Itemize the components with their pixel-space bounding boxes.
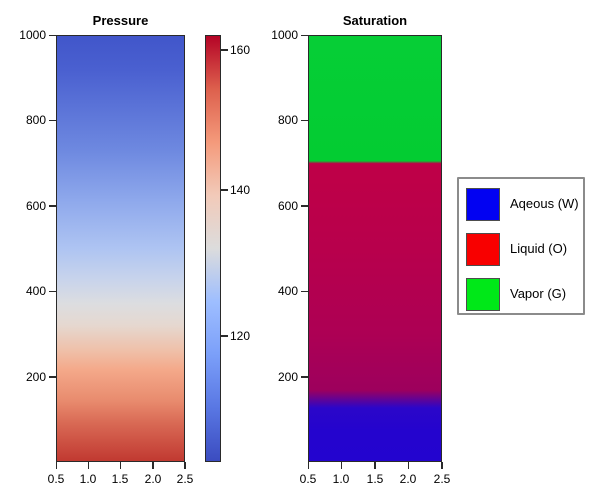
colorbar-tick-label: 120: [230, 329, 251, 343]
pressure-xtick-mark: [184, 462, 186, 469]
legend-item-liquid: Liquid (O): [466, 233, 581, 266]
saturation-xtick-label: 1.0: [332, 472, 350, 486]
pressure-xtick-label: 1.5: [111, 472, 129, 486]
colorbar-tick-mark: [221, 189, 228, 191]
pressure-heatmap: [56, 35, 185, 462]
saturation-heatmap: [308, 35, 442, 462]
colorbar-tick-label: 140: [230, 183, 251, 197]
colorbar-tick-mark: [221, 335, 228, 337]
saturation-ytick-label: 200: [277, 370, 298, 384]
pressure-ytick-label: 600: [25, 199, 46, 213]
saturation-xtick-label: 1.5: [366, 472, 384, 486]
saturation-xtick-mark: [307, 462, 309, 469]
saturation-ytick-mark: [301, 34, 308, 36]
legend-label-vapor: Vapor (G): [510, 286, 567, 301]
pressure-ytick-mark: [49, 119, 56, 121]
pressure-xtick-label: 2.5: [176, 472, 194, 486]
saturation-ytick-mark: [301, 290, 308, 292]
saturation-title: Saturation: [342, 13, 408, 28]
saturation-ytick-label: 600: [277, 199, 298, 213]
saturation-xtick-mark: [340, 462, 343, 469]
saturation-legend: Aqeous (W) Liquid (O) Vapor (G): [457, 177, 585, 315]
saturation-xtick-mark: [407, 462, 410, 469]
legend-label-liquid: Liquid (O): [510, 241, 568, 256]
pressure-ytick-mark: [49, 34, 56, 36]
pressure-title: Pressure: [92, 13, 149, 28]
saturation-ytick-label: 800: [277, 113, 298, 127]
saturation-xtick-label: 2.0: [399, 472, 417, 486]
pressure-xtick-mark: [55, 462, 57, 469]
saturation-xtick-mark: [441, 462, 443, 469]
saturation-ytick-label: 1000: [271, 28, 298, 42]
pressure-xtick-mark: [119, 462, 122, 469]
colorbar-tick-mark: [221, 49, 228, 51]
pressure-ytick-label: 800: [25, 113, 46, 127]
pressure-ytick-mark: [49, 290, 56, 292]
pressure-ytick-label: 400: [25, 284, 46, 298]
legend-label-aqeous: Aqeous (W): [510, 196, 579, 211]
saturation-ytick-mark: [301, 119, 308, 121]
pressure-ytick-mark: [49, 376, 56, 378]
legend-item-vapor: Vapor (G): [466, 278, 581, 311]
saturation-xtick-label: 0.5: [299, 472, 317, 486]
pressure-xtick-label: 2.0: [144, 472, 162, 486]
liquid-swatch: [466, 233, 500, 266]
vapor-swatch: [466, 278, 500, 311]
pressure-ytick-label: 200: [25, 370, 46, 384]
pressure-colorbar: [205, 35, 221, 462]
pressure-xtick-mark: [152, 462, 154, 469]
pressure-xtick-mark: [87, 462, 89, 469]
saturation-xtick-label: 2.5: [433, 472, 451, 486]
colorbar-tick-label: 160: [230, 43, 251, 57]
saturation-ytick-label: 400: [277, 284, 298, 298]
saturation-ytick-mark: [301, 205, 308, 207]
aqeous-swatch: [466, 188, 500, 221]
pressure-ytick-label: 1000: [19, 28, 46, 42]
pressure-xtick-label: 1.0: [79, 472, 97, 486]
legend-item-aqeous: Aqeous (W): [466, 188, 581, 221]
pressure-xtick-label: 0.5: [47, 472, 65, 486]
saturation-xtick-mark: [374, 462, 376, 469]
pressure-ytick-mark: [49, 205, 56, 207]
saturation-ytick-mark: [301, 376, 308, 378]
